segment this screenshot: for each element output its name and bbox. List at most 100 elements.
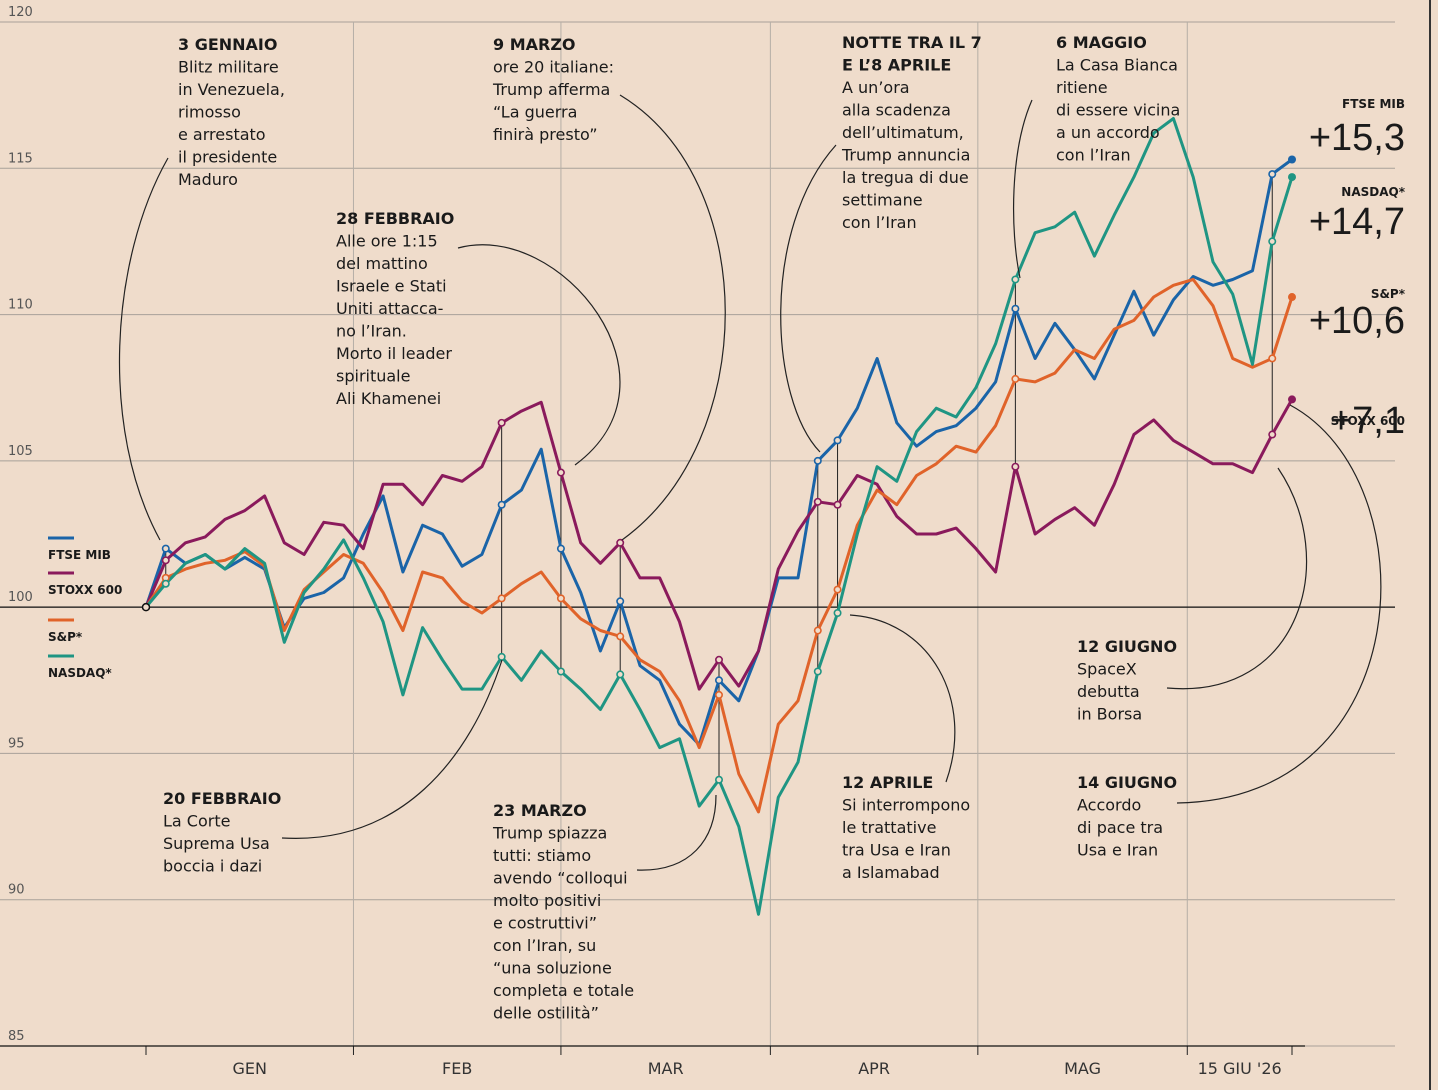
annotation-title: E L’8 APRILE — [842, 56, 951, 75]
event-marker — [833, 500, 842, 509]
y-tick-label: 90 — [8, 883, 25, 898]
annotation-text: SpaceX — [1077, 660, 1137, 679]
annotation-text: ore 20 italiane: — [493, 58, 614, 77]
annotation-text: dell’ultimatum, — [842, 123, 964, 142]
event-marker — [714, 775, 723, 784]
annotation-text: La Corte — [163, 812, 230, 831]
annotation-title: 12 APRILE — [842, 773, 933, 792]
event-marker — [833, 608, 842, 617]
event-marker — [813, 626, 822, 635]
end-label: +7,1 — [1330, 400, 1405, 442]
annotation-connector — [118, 157, 169, 541]
annotation-text: debutta — [1077, 682, 1140, 701]
annotation-connector — [281, 659, 503, 839]
annotation-text: tutti: stiamo — [493, 846, 591, 865]
x-tick-label: MAR — [648, 1059, 684, 1078]
annotation-title: 9 MARZO — [493, 35, 576, 54]
annotation-text: con l’Iran — [1056, 146, 1131, 165]
event-marker — [497, 594, 506, 603]
annotation-text: Si interrompono — [842, 796, 970, 815]
event-marker — [1268, 237, 1277, 246]
annotation-text: completa e totale — [493, 981, 634, 1000]
annotation-text: e arrestato — [178, 125, 266, 144]
annotation-text: Alle ore 1:15 — [336, 232, 438, 251]
annotation-text: Accordo — [1077, 796, 1141, 815]
annotation-text: settimane — [842, 191, 923, 210]
event-marker — [556, 468, 565, 477]
annotation-text: “una soluzione — [493, 959, 612, 978]
annotation-connector — [1012, 99, 1033, 279]
event-marker — [813, 667, 822, 676]
annotation-text: di pace tra — [1077, 818, 1163, 837]
annotation-title: 28 FEBBRAIO — [336, 209, 454, 228]
event-marker — [616, 670, 625, 679]
legend-label: STOXX 600 — [48, 583, 122, 597]
event-marker — [616, 538, 625, 547]
event-marker — [1011, 304, 1020, 313]
start-dot — [141, 602, 151, 612]
end-dot — [1288, 293, 1296, 302]
x-tick-label: MAG — [1064, 1059, 1101, 1078]
annotation-text: del mattino — [336, 254, 428, 273]
annotation-text: Ali Khamenei — [336, 389, 441, 408]
y-tick-label: 105 — [8, 444, 33, 459]
event-marker — [714, 676, 723, 685]
event-marker — [161, 579, 170, 588]
annotation-connector — [619, 94, 726, 541]
y-tick-label: 120 — [8, 5, 33, 20]
x-tick-label: APR — [858, 1059, 890, 1078]
x-tick-label: 15 GIU '26 — [1198, 1059, 1282, 1078]
annotation-connector — [1166, 467, 1308, 690]
event-marker — [714, 690, 723, 699]
annotation-connector — [780, 144, 837, 453]
end-label: +15,3 — [1309, 117, 1405, 159]
event-marker — [497, 652, 506, 661]
annotation-text: Israele e Stati — [336, 277, 447, 296]
annotation-text: di essere vicina — [1056, 101, 1180, 120]
legend-label: NASDAQ* — [48, 666, 112, 680]
event-marker — [1268, 354, 1277, 363]
annotation-connector — [457, 244, 621, 466]
annotation-text: A un’ora — [842, 78, 910, 97]
legend-label: S&P* — [48, 630, 83, 644]
annotation-text: in Venezuela, — [178, 80, 285, 99]
annotation-text: avendo “colloqui — [493, 869, 628, 888]
annotation-connector — [849, 614, 956, 783]
event-marker — [556, 544, 565, 553]
annotation-text: il presidente — [178, 148, 277, 167]
event-marker — [556, 667, 565, 676]
event-marker — [616, 597, 625, 606]
annotation-connector — [636, 794, 717, 871]
annotation-text: Uniti attacca- — [336, 299, 443, 318]
annotation-text: boccia i dazi — [163, 857, 262, 876]
x-tick-label: FEB — [442, 1059, 472, 1078]
event-marker — [497, 418, 506, 427]
annotation-title: 6 MAGGIO — [1056, 33, 1147, 52]
annotation-text: la tregua di due — [842, 168, 969, 187]
end-label: +14,7 — [1309, 201, 1405, 243]
annotation-connector — [1176, 404, 1382, 804]
annotation-text: tra Usa e Iran — [842, 841, 951, 860]
x-tick-label: GEN — [232, 1059, 266, 1078]
y-tick-label: 100 — [8, 590, 33, 605]
end-dot — [1288, 173, 1296, 182]
event-marker — [497, 500, 506, 509]
annotation-text: delle ostilità” — [493, 1004, 599, 1023]
annotation-text: La Casa Bianca — [1056, 56, 1178, 75]
y-tick-label: 115 — [8, 151, 33, 166]
end-dot — [1288, 395, 1296, 404]
annotation-text: Blitz militare — [178, 58, 279, 77]
annotation-title: 20 FEBBRAIO — [163, 789, 281, 808]
event-marker — [161, 556, 170, 565]
annotation-text: Suprema Usa — [163, 834, 270, 853]
annotation-text: “La guerra — [493, 103, 577, 122]
event-marker — [616, 632, 625, 641]
event-marker — [833, 585, 842, 594]
annotation-text: e costruttivi” — [493, 914, 597, 933]
event-marker — [813, 456, 822, 465]
annotation-text: ritiene — [1056, 78, 1108, 97]
annotation-title: NOTTE TRA IL 7 — [842, 33, 982, 52]
y-tick-label: 110 — [8, 298, 33, 313]
y-tick-label: 95 — [8, 736, 25, 751]
